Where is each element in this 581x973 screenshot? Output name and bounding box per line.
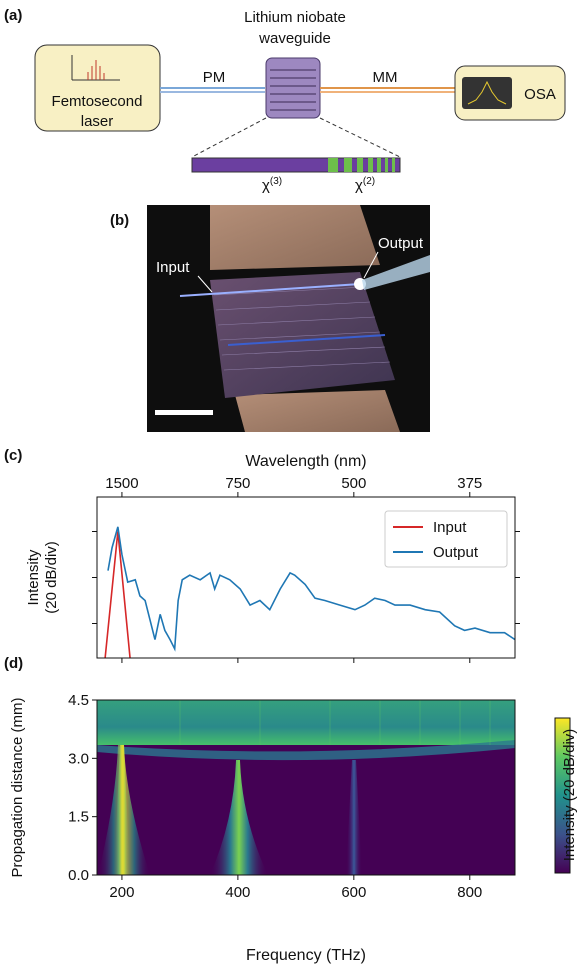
photo-chip xyxy=(210,272,395,398)
output-label: Output xyxy=(378,235,424,252)
mm-fiber xyxy=(320,87,455,93)
x-axis-label: Frequency (THz) xyxy=(246,947,366,964)
scale-bar xyxy=(155,410,213,415)
x-tick-label: 400 xyxy=(225,884,250,901)
mm-label: MM xyxy=(373,69,398,86)
x-tick-label: 1500 xyxy=(105,475,138,492)
panel-label: (b) xyxy=(110,212,129,229)
chi-sup: (2) xyxy=(363,176,375,187)
chi-base: χ xyxy=(355,177,363,194)
input-label: Input xyxy=(156,259,190,276)
x-tick-label: 800 xyxy=(457,884,482,901)
x-tick-label: 600 xyxy=(341,884,366,901)
photo-mount xyxy=(210,205,380,270)
y-axis-label: (20 dB/div) xyxy=(43,541,60,614)
chi-sup: (3) xyxy=(270,176,282,187)
y-tick-label: 1.5 xyxy=(68,809,89,826)
x-tick-label: 375 xyxy=(457,475,482,492)
laser-label: Femtosecond xyxy=(52,93,143,110)
photo-waveguides xyxy=(213,286,391,371)
x-axis-label: Wavelength (nm) xyxy=(245,453,366,470)
zoom-lines xyxy=(191,117,401,158)
colorbar xyxy=(554,717,571,874)
photo-beam xyxy=(179,283,361,297)
y-axis-label: Propagation distance (mm) xyxy=(9,697,26,877)
photo-blue-guide xyxy=(227,334,386,346)
y-tick-label: 4.5 xyxy=(68,692,89,709)
x-tick-label: 200 xyxy=(109,884,134,901)
y-axis-label: Intensity xyxy=(25,549,42,605)
output-pointer xyxy=(363,251,379,279)
colorbar-label: Intensity (20 dB/div) xyxy=(561,729,578,862)
waveguide-label: Lithium niobate xyxy=(244,9,346,26)
osa-label: OSA xyxy=(524,86,556,103)
y-tick-label: 3.0 xyxy=(68,750,89,767)
chip-waveguides xyxy=(270,69,316,111)
waveguide-label: waveguide xyxy=(258,30,331,47)
legend-label: Input xyxy=(433,519,467,536)
pm-fiber xyxy=(160,87,265,93)
panel-label: (a) xyxy=(4,7,22,24)
series-line xyxy=(107,526,515,652)
photo-mount xyxy=(235,390,400,432)
x-tick-label: 500 xyxy=(341,475,366,492)
legend-label: Output xyxy=(433,544,479,561)
chi3-label: χ(3) xyxy=(262,176,282,194)
laser-label: laser xyxy=(81,113,114,130)
panel-label: (c) xyxy=(4,447,22,464)
osa-trace xyxy=(467,80,507,105)
series-line xyxy=(104,531,131,659)
panel-label: (d) xyxy=(4,655,23,672)
heatmap-frame xyxy=(96,699,516,876)
plot-frame xyxy=(96,496,516,659)
chip xyxy=(265,57,321,119)
y-tick-label: 0.0 xyxy=(68,867,89,884)
laser-spectrum xyxy=(87,60,105,80)
input-pointer xyxy=(197,275,213,293)
pm-label: PM xyxy=(203,69,226,86)
photo-fiber xyxy=(362,255,430,290)
heatmap xyxy=(97,700,515,875)
chi-base: χ xyxy=(262,177,270,194)
chi2-label: χ(2) xyxy=(355,176,375,194)
x-tick-label: 750 xyxy=(225,475,250,492)
poling-stripes xyxy=(328,158,395,172)
